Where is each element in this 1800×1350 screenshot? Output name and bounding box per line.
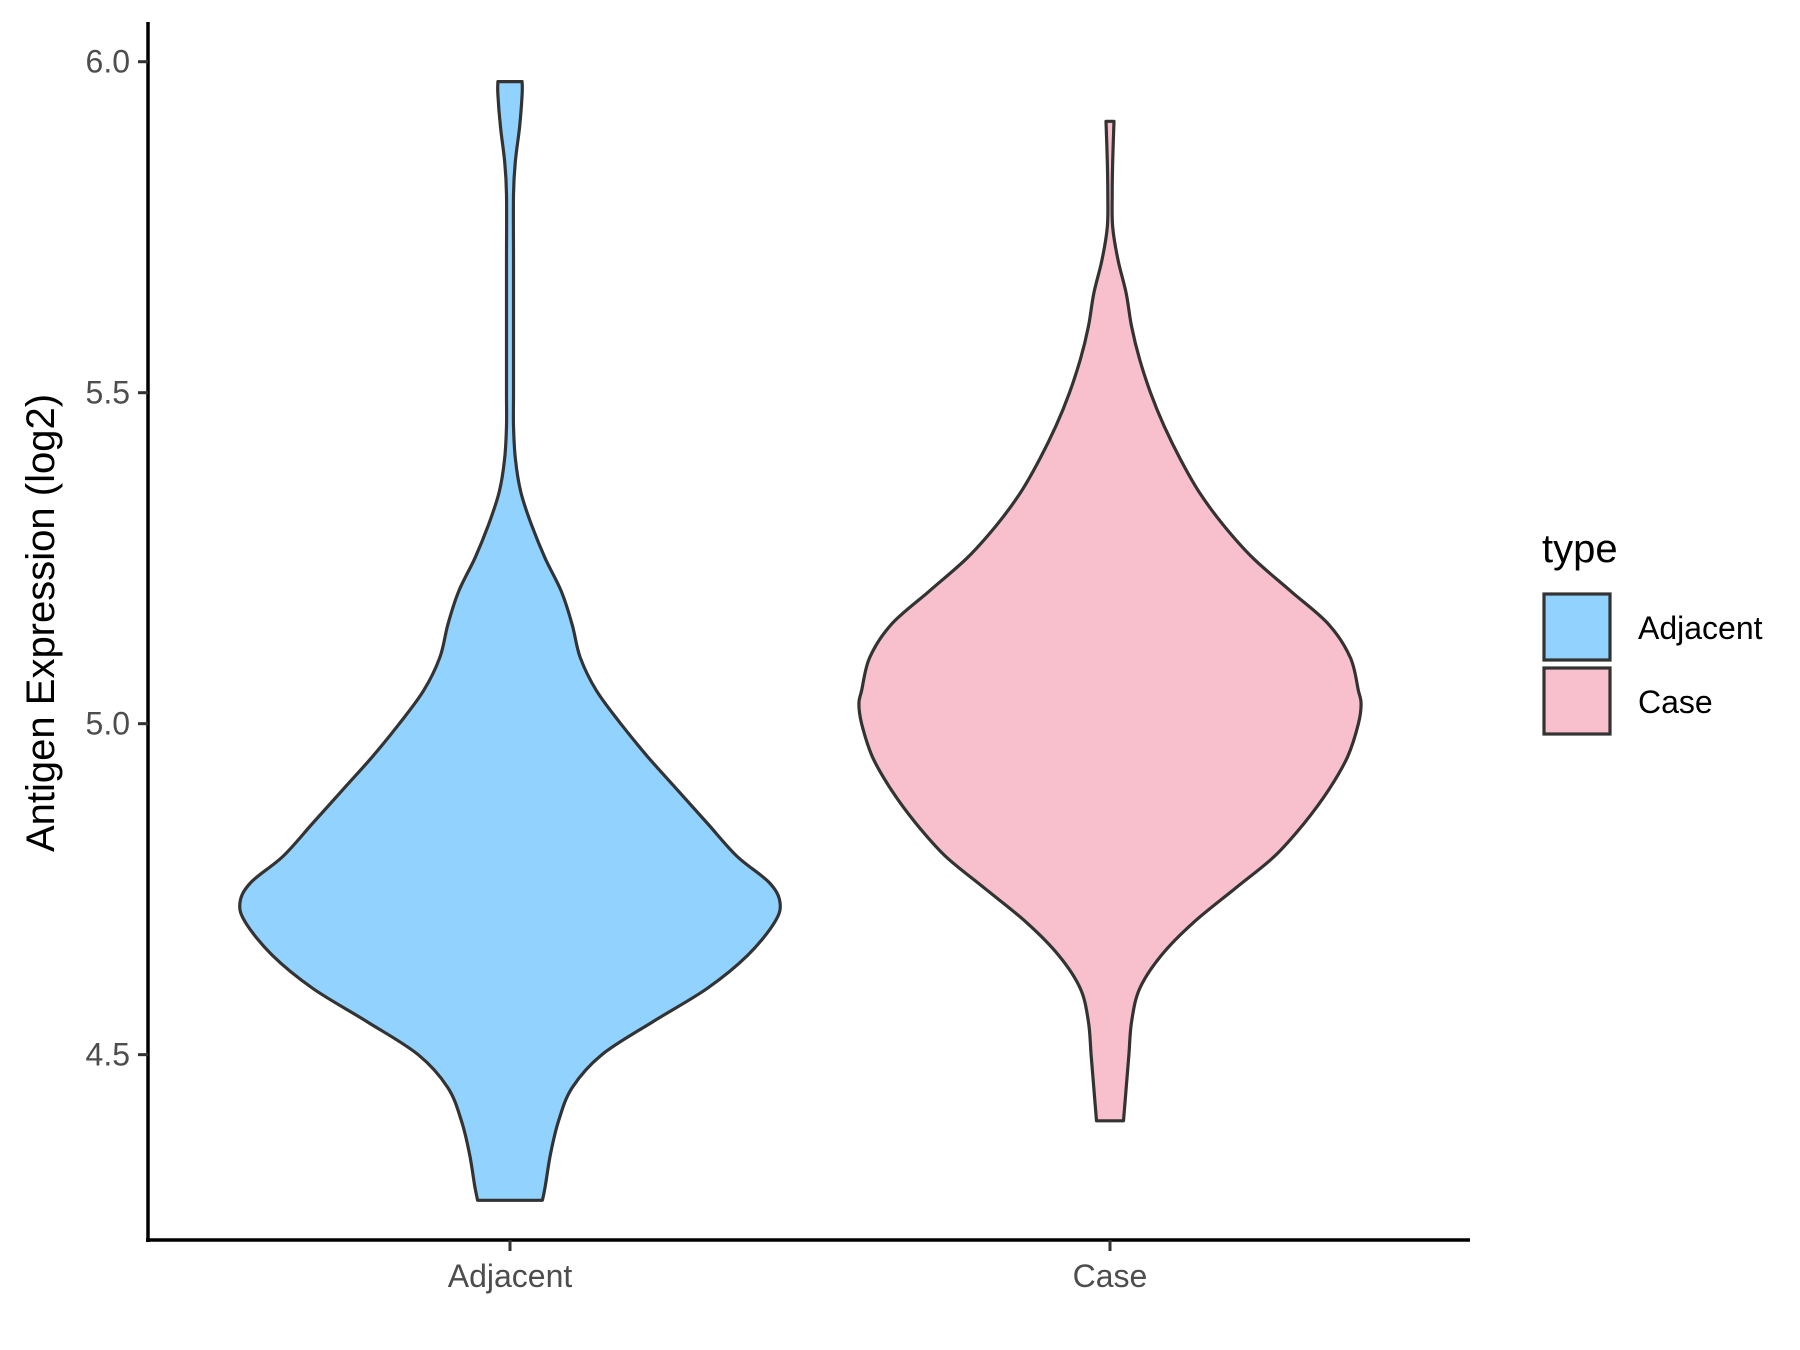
- y-axis-title: Antigen Expression (log2): [19, 394, 63, 852]
- x-ticks: Adjacent Case: [448, 1240, 1148, 1294]
- y-tick-label: 5.5: [86, 375, 130, 411]
- legend-swatch-adjacent: [1542, 592, 1612, 662]
- violin-adjacent: [238, 80, 782, 1202]
- x-tick-label: Case: [1073, 1258, 1148, 1294]
- violins: [238, 80, 1363, 1202]
- y-tick-label: 4.5: [86, 1037, 130, 1073]
- legend: type Adjacent Case: [1542, 527, 1763, 736]
- legend-label-case: Case: [1638, 684, 1713, 720]
- violin-case: [857, 119, 1363, 1123]
- y-ticks: 4.5 5.0 5.5 6.0: [86, 44, 148, 1073]
- legend-title: type: [1542, 527, 1618, 571]
- y-tick-label: 6.0: [86, 44, 130, 80]
- x-tick-label: Adjacent: [448, 1258, 573, 1294]
- legend-swatch-case: [1542, 666, 1612, 736]
- axes: [146, 22, 1470, 1242]
- legend-label-adjacent: Adjacent: [1638, 610, 1763, 646]
- y-tick-label: 5.0: [86, 706, 130, 742]
